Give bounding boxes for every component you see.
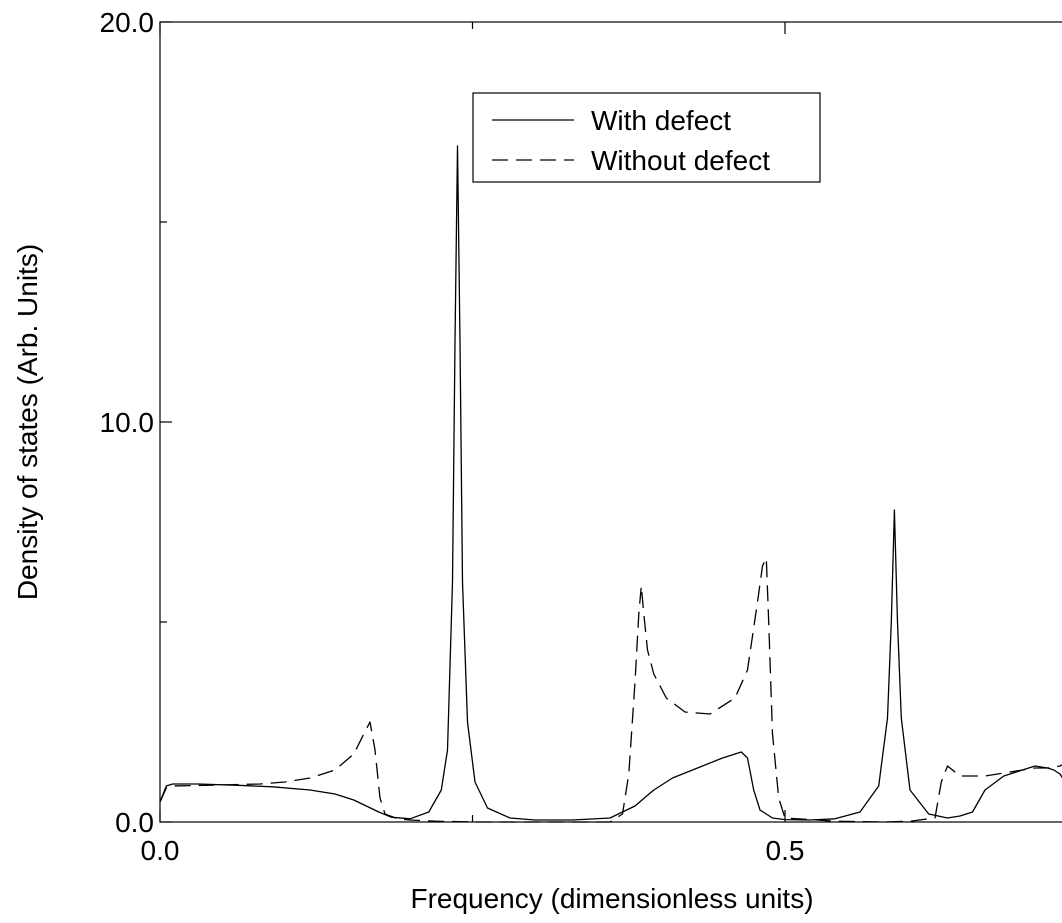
series-line-with-defect — [159, 145, 1062, 821]
x-tick-label: 0.0 — [141, 835, 180, 866]
y-tick-label: 20.0 — [100, 7, 155, 38]
x-axis-title: Frequency (dimensionless units) — [410, 883, 813, 914]
legend: With defect Without defect — [472, 92, 821, 183]
series-line-without-defect — [159, 557, 1062, 823]
legend-label-with-defect: With defect — [591, 105, 731, 136]
legend-box — [472, 92, 821, 183]
y-tick-label: 0.0 — [115, 807, 154, 838]
y-tick-label: 10.0 — [100, 407, 155, 438]
y-axis-title: Density of states (Arb. Units) — [12, 244, 43, 600]
series-lines — [159, 145, 1062, 823]
tick-labels: 0.0 10.0 20.0 0.0 0.5 — [100, 7, 805, 866]
x-tick-label: 0.5 — [766, 835, 805, 866]
legend-label-without-defect: Without defect — [591, 145, 770, 176]
